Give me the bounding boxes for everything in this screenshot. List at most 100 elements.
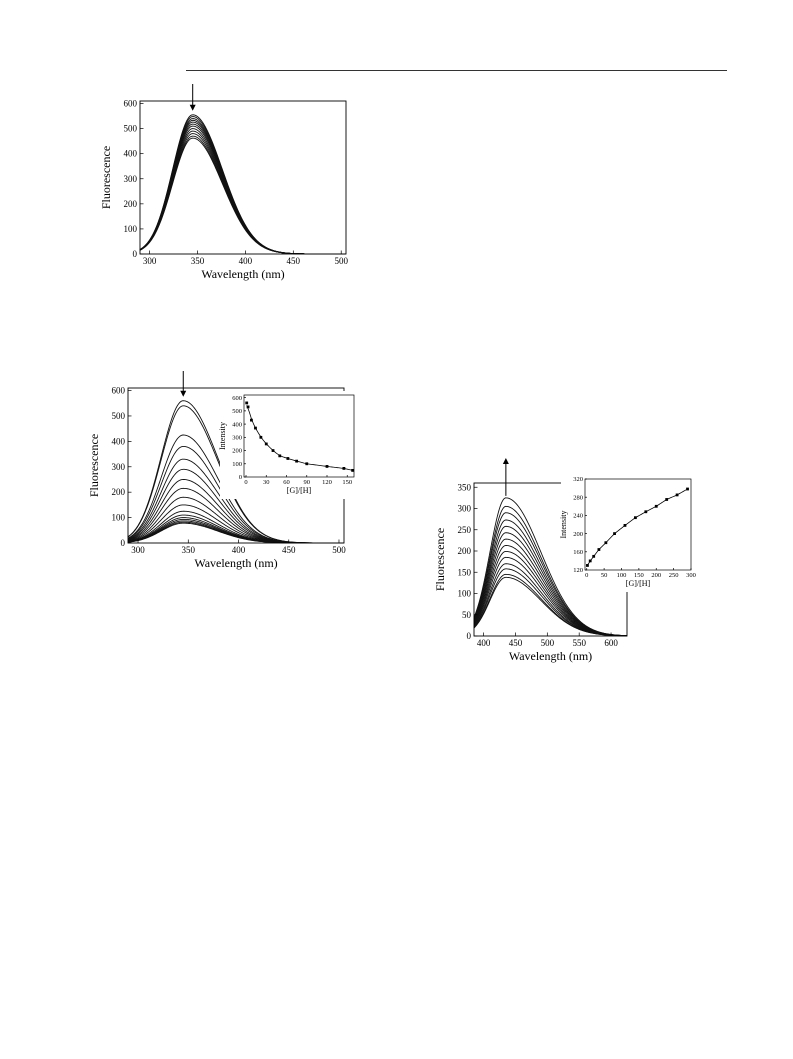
chart2-arrow-head — [180, 390, 187, 397]
chart2-xtick-label: 350 — [182, 545, 196, 555]
chart2-xtick-label: 300 — [131, 545, 145, 555]
chart2-xtick-label: 400 — [232, 545, 246, 555]
chart1-x-axis-label: Wavelength (nm) — [201, 267, 284, 281]
chart2-ytick-label: 600 — [112, 386, 126, 396]
chart1-ytick-label: 500 — [124, 124, 138, 134]
chart2-inset-point — [305, 462, 309, 466]
chart3-inset-xtick-label: 0 — [585, 572, 588, 579]
chart2-inset-fit-line — [246, 405, 353, 471]
chart2-inset-ytick-label: 500 — [232, 408, 242, 415]
chart3-inset-ytick-label: 200 — [573, 531, 583, 538]
chart3-inset-ytick-label: 320 — [573, 476, 583, 483]
chart3-inset-ytick-label: 120 — [573, 567, 583, 574]
chart3-inset-point — [597, 548, 601, 551]
chart2-inset-x-axis-label: [G]/[H] — [287, 486, 312, 495]
chart3-ytick-label: 250 — [458, 525, 472, 535]
chart3-inset-xtick-label: 250 — [669, 572, 679, 579]
chart3-ytick-label: 150 — [458, 567, 472, 577]
chart3-arrow-head — [502, 458, 509, 464]
chart1-ytick-label: 600 — [124, 99, 138, 109]
chart1-ytick-label: 0 — [133, 249, 138, 259]
chart3-inset-point — [588, 559, 592, 563]
chart1-frame — [139, 100, 347, 255]
chart3-inset-y-axis-label: Intensity — [559, 511, 568, 539]
chart1-xtick-label: 300 — [143, 256, 157, 266]
chart2-xtick-label: 450 — [282, 545, 296, 555]
chart2-inset-ytick-label: 300 — [232, 435, 242, 442]
chart3-y-axis-label: Fluorescence — [433, 528, 447, 591]
chart2-inset-xtick-label: 0 — [244, 479, 247, 486]
chart2-x-axis-label: Wavelength (nm) — [194, 556, 277, 570]
chart3-x-axis-label: Wavelength (nm) — [509, 649, 592, 663]
chart3-inset-point — [586, 564, 589, 567]
chart1-arrow-head — [189, 104, 196, 111]
chart3-inset-point — [613, 532, 616, 535]
chart3-inset-x-axis-label: [G]/[H] — [626, 579, 651, 588]
chart3-inset-ytick-label: 280 — [573, 494, 583, 501]
chart2-inset-point — [278, 454, 282, 458]
chart1-ytick-label: 400 — [124, 149, 138, 159]
chart2-ytick-label: 0 — [121, 538, 126, 548]
chart3-inset-point — [633, 516, 637, 520]
chart3-inset-xtick-label: 300 — [686, 572, 696, 579]
chart3-inset-point — [654, 504, 658, 508]
chart2-ytick-label: 300 — [112, 462, 126, 472]
chart2-inset-ytick-label: 600 — [232, 395, 242, 402]
chart3-inset-point — [604, 541, 608, 545]
chart2-inset-point — [295, 459, 299, 463]
chart2-inset-xtick-label: 90 — [304, 479, 311, 486]
chart1-xtick-label: 400 — [239, 256, 253, 266]
chart3-inset-xtick-label: 50 — [601, 572, 608, 579]
chart1-xtick-label: 350 — [191, 256, 205, 266]
chart2-inset-point — [250, 418, 253, 422]
chart2-xtick-label: 500 — [332, 545, 346, 555]
chart2-inset-point — [254, 426, 257, 430]
chart2-inset-xtick-label: 150 — [342, 479, 352, 486]
chart1-ytick-label: 200 — [124, 199, 138, 209]
chart2-inset-xtick-label: 30 — [263, 479, 270, 486]
chart3-xtick-label: 500 — [541, 638, 555, 648]
chart3-xtick-label: 400 — [477, 638, 491, 648]
chart2-inset-point — [351, 468, 355, 472]
chart2-inset-frame — [243, 394, 355, 478]
chart2-inset-ytick-label: 200 — [232, 448, 242, 455]
chart3-series-line — [473, 576, 628, 637]
chart3-inset-point — [592, 554, 596, 558]
chart2-inset-ytick-label: 400 — [232, 421, 242, 428]
chart2-inset-y-axis-label: Intensity — [218, 422, 227, 450]
chart1-ytick-label: 300 — [124, 174, 138, 184]
chart2-inset-point — [342, 467, 346, 470]
chart3-inset-xtick-label: 100 — [617, 572, 627, 579]
chart3-inset-ytick-label: 240 — [573, 513, 583, 520]
chart1-xtick-label: 500 — [334, 256, 348, 266]
chart3-ytick-label: 300 — [458, 504, 472, 514]
chart3-inset-xtick-label: 200 — [651, 572, 661, 579]
chart2-inset-point — [245, 401, 249, 405]
chart3-inset-ytick-label: 160 — [573, 549, 583, 556]
chart3-inset-frame — [584, 478, 692, 571]
chart3-inset-point — [675, 493, 679, 497]
header-rule — [186, 70, 727, 71]
chart2-inset-point — [246, 405, 250, 409]
chart3-inset-point — [686, 487, 689, 491]
chart3-inset-point — [644, 510, 648, 514]
chart2-inset-point — [325, 465, 329, 468]
chart2-inset-bg — [220, 391, 360, 499]
chart3-xtick-label: 600 — [604, 638, 618, 648]
chart2-inset-point — [271, 449, 275, 452]
chart1-ytick-label: 100 — [124, 224, 138, 234]
chart2-ytick-label: 400 — [112, 436, 126, 446]
chart2-ytick-label: 500 — [112, 411, 126, 421]
chart3-inset-bg — [561, 475, 697, 592]
chart3-inset-fit-line — [587, 488, 688, 566]
chart3-ytick-label: 350 — [458, 482, 472, 492]
chart2-inset-point — [264, 442, 268, 446]
chart2-inset-point — [286, 457, 290, 460]
chart2-ytick-label: 200 — [112, 487, 126, 497]
chart3-inset-xtick-label: 150 — [634, 572, 644, 579]
chart3-xtick-label: 450 — [509, 638, 523, 648]
chart2-y-axis-label: Fluorescence — [87, 434, 101, 497]
